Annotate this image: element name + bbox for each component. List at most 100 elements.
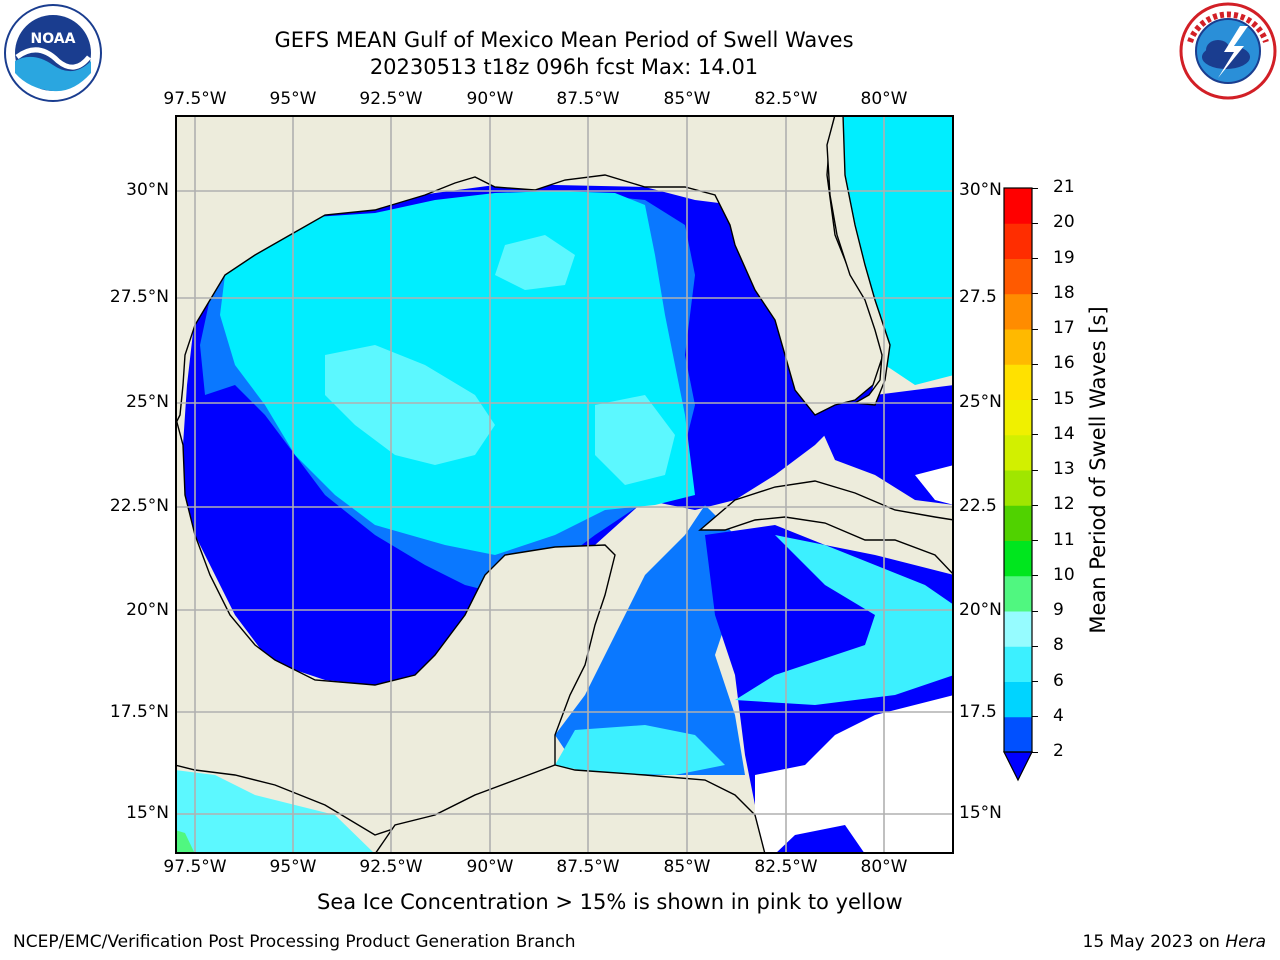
footer-credit: NCEP/EMC/Verification Post Processing Pr… xyxy=(13,932,576,952)
colorbar-swatch xyxy=(1004,399,1032,436)
map-title: GEFS MEAN Gulf of Mexico Mean Period of … xyxy=(274,28,854,52)
colorbar-tick-mark xyxy=(1032,187,1038,189)
colorbar-tick-mark xyxy=(1032,575,1038,577)
footer-machine: Hera xyxy=(1225,932,1266,952)
lon-tick-top: 92.5°W xyxy=(359,89,423,109)
colorbar-tick: 17 xyxy=(1053,318,1075,338)
lon-tick-bottom: 97.5°W xyxy=(163,857,227,877)
graticule xyxy=(175,115,954,854)
lat-tick-left: 20°N xyxy=(126,600,169,620)
lon-tick-top: 97.5°W xyxy=(163,89,227,109)
noaa-logo: NOAA xyxy=(3,3,103,103)
lon-tick-bottom: 82.5°W xyxy=(754,857,818,877)
colorbar-tick-mark xyxy=(1032,751,1038,753)
lon-tick-top: 82.5°W xyxy=(754,89,818,109)
lat-tick-left: 25°N xyxy=(126,392,169,412)
colorbar-swatch xyxy=(1004,505,1032,541)
colorbar-tick-mark xyxy=(1032,610,1038,612)
lat-tick-right: 27.5 xyxy=(959,287,997,307)
footer-date: 15 May 2023 on Hera xyxy=(1083,932,1267,952)
yucatan-swell-4-6 xyxy=(555,505,745,775)
gulf-swell-6-8 xyxy=(220,191,695,555)
colorbar-tick: 16 xyxy=(1053,353,1075,374)
lat-tick-left: 22.5°N xyxy=(109,496,169,516)
lat-tick-right: 30°N xyxy=(959,180,1002,200)
footer-date-text: 15 May 2023 on xyxy=(1082,932,1226,952)
colorbar-tick: 12 xyxy=(1053,494,1075,515)
colorbar-tick-mark xyxy=(1032,645,1038,647)
colorbar-swatch xyxy=(1004,611,1032,647)
colorbar-swatch xyxy=(1004,258,1032,295)
colorbar-tick: 4 xyxy=(1053,705,1064,726)
colorbar-tick-mark xyxy=(1032,399,1038,400)
pacific-swell-6-8 xyxy=(175,770,375,854)
florida-coastline xyxy=(826,115,891,406)
lon-tick-bottom: 92.5°W xyxy=(359,857,423,877)
lon-tick-top: 87.5°W xyxy=(556,89,620,109)
colorbar-tick: 15 xyxy=(1053,388,1075,409)
lat-tick-left: 15°N xyxy=(126,803,169,823)
mexico-coastline xyxy=(175,414,616,836)
colorbar-swatch xyxy=(1004,364,1032,400)
colorbar-tick-mark xyxy=(1032,363,1038,365)
gulf-swell-8-9 xyxy=(595,395,675,485)
lat-tick-right: 22.5 xyxy=(959,496,997,516)
colorbar-swatch xyxy=(1004,540,1032,577)
colorbar xyxy=(1003,187,1033,782)
lon-tick-bottom: 85°W xyxy=(663,857,711,877)
central-america-coastline xyxy=(374,764,766,854)
caribbean-swell-6-8 xyxy=(735,535,954,705)
colorbar-swatch xyxy=(1004,470,1032,506)
gulf-swell-8-9 xyxy=(325,345,495,465)
colorbar-tick-mark xyxy=(1032,716,1038,718)
lat-tick-right: 17.5 xyxy=(959,702,997,722)
colorbar-tick-mark xyxy=(1032,328,1038,330)
colorbar-tick-mark xyxy=(1032,681,1038,682)
lat-tick-right: 20°N xyxy=(959,600,1002,620)
colorbar-tick-mark xyxy=(1032,469,1038,471)
colorbar-tick-mark xyxy=(1032,293,1038,295)
lon-tick-top: 90°W xyxy=(466,89,514,109)
colorbar-swatch xyxy=(1004,716,1032,753)
colorbar-swatch xyxy=(1004,646,1032,682)
colorbar-swatch xyxy=(1004,223,1032,259)
lat-tick-right: 25°N xyxy=(959,392,1002,412)
colorbar-extend-arrow xyxy=(1003,751,1033,782)
colorbar-tick: 21 xyxy=(1053,177,1075,197)
colorbar-tick: 9 xyxy=(1053,600,1064,620)
colorbar-tick: 19 xyxy=(1053,247,1075,268)
colorbar-swatch xyxy=(1004,681,1032,718)
colorbar-tick: 8 xyxy=(1053,635,1064,656)
colorbar-tick: 10 xyxy=(1053,564,1075,585)
colorbar-tick-mark xyxy=(1032,434,1038,436)
colorbar-tick: 13 xyxy=(1053,459,1075,479)
colorbar-tick: 2 xyxy=(1053,741,1064,761)
nws-logo xyxy=(1178,2,1278,100)
lon-tick-top: 95°W xyxy=(269,89,317,109)
map-subtitle: 20230513 t18z 096h fcst Max: 14.01 xyxy=(369,55,759,79)
colorbar-tick: 6 xyxy=(1053,670,1064,691)
colorbar-swatch xyxy=(1004,293,1032,330)
colorbar-swatch xyxy=(1004,434,1032,471)
colorbar-tick-mark xyxy=(1032,258,1038,259)
colorbar-tick-mark xyxy=(1032,222,1038,224)
lon-tick-bottom: 95°W xyxy=(269,857,317,877)
lon-tick-bottom: 90°W xyxy=(466,857,514,877)
atlantic-swell-6-8 xyxy=(825,115,954,385)
pacific-swell-10-12 xyxy=(175,830,195,854)
colorbar-swatch xyxy=(1004,575,1032,612)
lon-tick-bottom: 87.5°W xyxy=(556,857,620,877)
sea-ice-note: Sea Ice Concentration > 15% is shown in … xyxy=(317,890,903,914)
lon-tick-top: 80°W xyxy=(860,89,908,109)
colorbar-tick-mark xyxy=(1032,504,1038,506)
lon-tick-top: 85°W xyxy=(663,89,711,109)
cuba-coastline xyxy=(698,480,954,577)
gulf-swell-8-9 xyxy=(495,235,575,290)
colorbar-swatch xyxy=(1004,188,1032,224)
colorbar-tick: 14 xyxy=(1053,423,1075,444)
svg-text:NOAA: NOAA xyxy=(31,31,76,47)
colorbar-swatch xyxy=(1004,329,1032,365)
lat-tick-left: 30°N xyxy=(126,180,169,200)
map-frame xyxy=(175,115,954,854)
gulf-map xyxy=(175,115,954,854)
